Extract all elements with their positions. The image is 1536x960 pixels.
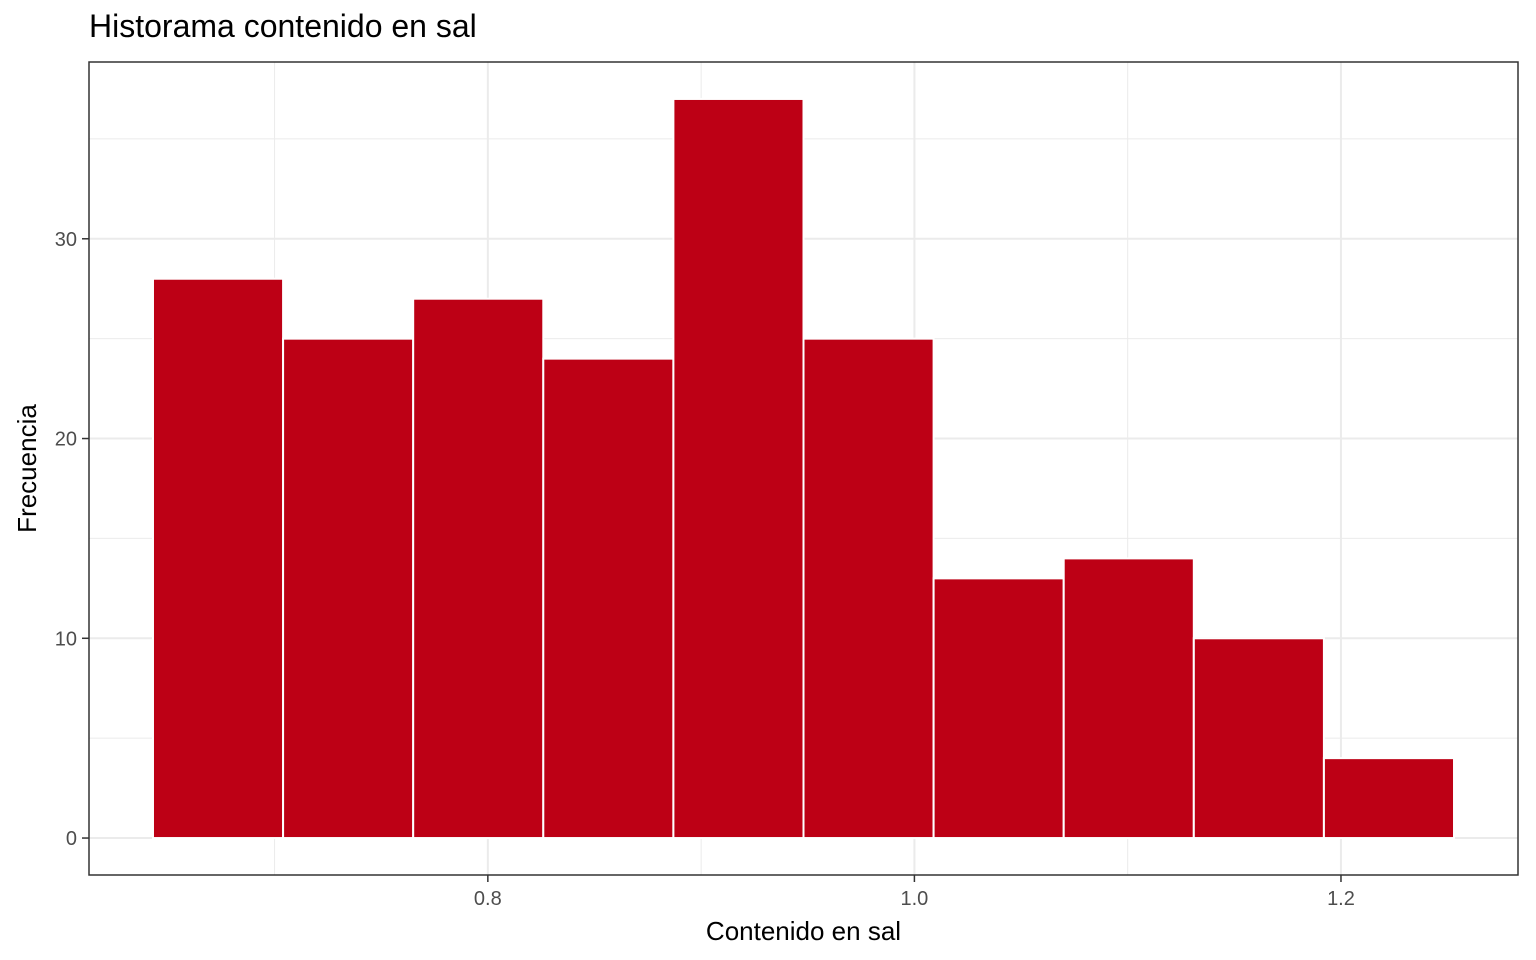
x-tick-label: 0.8 [474,888,502,910]
chart-title: Historama contenido en sal [89,8,477,44]
histogram-bar [672,97,805,840]
histogram-bar [1192,637,1325,840]
y-tick-label: 10 [55,628,77,650]
y-tick-label: 20 [55,429,77,451]
x-tick-label: 1.0 [901,888,929,910]
y-tick-label: 0 [66,828,77,850]
histogram-bar [932,577,1065,840]
x-axis-title: Contenido en sal [706,916,901,946]
panel-border [88,61,1519,876]
y-axis-title: Frecuencia [12,404,42,533]
histogram-bar [802,337,935,840]
histogram-bar [151,277,285,840]
histogram-bar [282,337,415,840]
histogram-bar [1062,557,1195,840]
histogram-bar [1322,757,1456,840]
y-tick-label: 30 [55,229,77,251]
axes: 0 10 20 30 0.8 1.0 1.2 [55,229,1355,910]
x-tick-label: 1.2 [1327,888,1355,910]
bars [151,97,1456,840]
histogram-bar [542,357,675,840]
histogram-bar [412,297,545,840]
